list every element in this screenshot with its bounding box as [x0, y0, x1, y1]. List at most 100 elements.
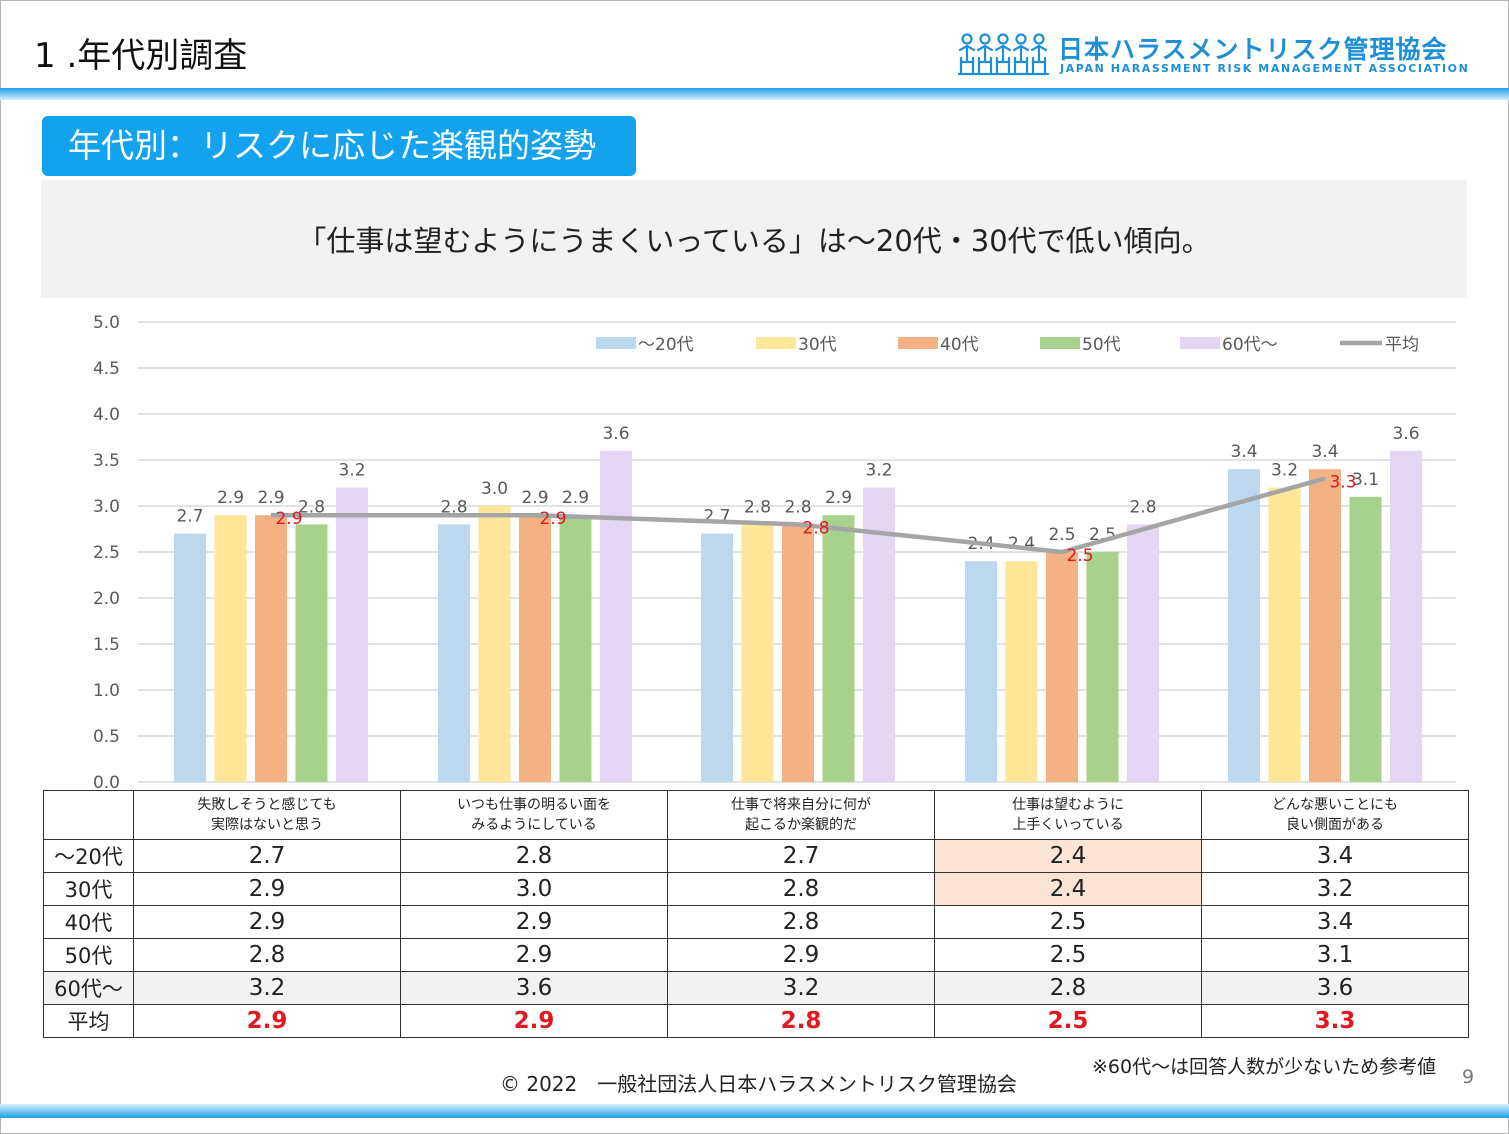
y-tick-label: 0.5: [93, 727, 120, 747]
table-cell-highlight: 2.4: [934, 839, 1202, 873]
org-logo: 日本ハラスメントリスク管理協会 JAPAN HARASSMENT RISK MA…: [958, 30, 1478, 80]
bar: [965, 561, 997, 782]
bar-data-label: 2.8: [298, 497, 325, 517]
data-table: 失敗しそうと感じても 実際はないと思う いつも仕事の明るい面を みるようにしてい…: [43, 790, 1469, 1038]
legend-swatch: [1180, 337, 1220, 349]
table-header-cell: いつも仕事の明るい面を みるようにしている: [400, 790, 668, 840]
legend-label: 40代: [940, 335, 979, 355]
bar: [174, 533, 206, 782]
legend-label: 30代: [798, 335, 837, 355]
table-cell-highlight: 2.4: [934, 872, 1202, 906]
average-data-label: 2.5: [1066, 546, 1093, 566]
bar: [519, 515, 551, 782]
average-data-label: 2.8: [802, 518, 829, 538]
bar-data-label: 3.1: [1352, 470, 1379, 490]
average-line: [271, 476, 1326, 555]
y-tick-label: 1.0: [93, 681, 120, 701]
average-data-label: 3.3: [1329, 472, 1356, 492]
average-data-label: 2.9: [275, 509, 302, 529]
bar: [1046, 552, 1078, 782]
table-cell: 2.9: [400, 905, 668, 939]
bar: [701, 533, 733, 782]
bar: [822, 515, 855, 782]
bar-data-label: 3.6: [1392, 424, 1419, 444]
table-cell: 2.8: [400, 839, 668, 873]
table-cell-average: 3.3: [1201, 1004, 1469, 1038]
y-tick-label: 2.5: [93, 543, 120, 563]
table-row: 30代 2.9 3.0 2.8 2.4 3.2: [43, 872, 1469, 906]
section-label: 年代別：リスクに応じた楽観的姿勢: [42, 116, 636, 176]
bar: [559, 515, 592, 782]
bar-data-label: 2.8: [1129, 497, 1156, 517]
table-cell: 3.2: [667, 971, 935, 1005]
copyright: © 2022 一般社団法人日本ハラスメントリスク管理協会: [500, 1072, 1017, 1096]
table-row: 40代 2.9 2.9 2.8 2.5 3.4: [43, 905, 1469, 939]
table-header-cell: どんな悪いことにも 良い側面がある: [1201, 790, 1469, 840]
table-cell: 2.9: [667, 938, 935, 972]
table-cell: 2.9: [133, 872, 401, 906]
bar: [782, 524, 814, 782]
bar: [741, 524, 774, 782]
table-cell: 3.0: [400, 872, 668, 906]
table-cell-average: 2.9: [400, 1004, 668, 1038]
legend-label: ～20代: [638, 335, 694, 355]
y-tick-label: 5.0: [93, 313, 120, 333]
bar-data-label: 2.9: [257, 488, 284, 508]
table-cell: 2.9: [400, 938, 668, 972]
bar-data-label: 2.4: [1008, 534, 1035, 554]
legend-label: 平均: [1385, 335, 1419, 355]
table-cell-average: 2.8: [667, 1004, 935, 1038]
table-cell: 2.5: [934, 938, 1202, 972]
table-cell: 2.8: [667, 872, 935, 906]
table-header-cell: 失敗しそうと感じても 実際はないと思う: [133, 790, 401, 840]
bar-data-label: 2.9: [521, 488, 548, 508]
table-row-label: ～20代: [43, 839, 134, 873]
table-cell: 3.2: [133, 971, 401, 1005]
bar: [863, 487, 895, 782]
bar-data-label: 3.2: [1271, 461, 1298, 481]
header-band: [0, 88, 1509, 100]
footnote: ※60代～は回答人数が少ないため参考値: [1092, 1056, 1437, 1078]
bar: [295, 524, 328, 782]
table-row-label: 平均: [43, 1004, 134, 1038]
y-tick-label: 3.0: [93, 497, 120, 517]
bar: [1309, 469, 1341, 782]
bar: [600, 450, 632, 782]
y-tick-label: 0.0: [93, 773, 120, 792]
bar: [1349, 496, 1382, 782]
table-cell-average: 2.5: [934, 1004, 1202, 1038]
table-header-cell: 仕事は望むように 上手くいっている: [934, 790, 1202, 840]
table-cell: 2.8: [934, 971, 1202, 1005]
table-row-label: 50代: [43, 938, 134, 972]
bar: [1086, 552, 1119, 782]
bar-data-label: 2.8: [440, 497, 467, 517]
y-tick-label: 4.0: [93, 405, 120, 425]
y-tick-label: 3.5: [93, 451, 120, 471]
table-cell: 3.2: [1201, 872, 1469, 906]
bar-data-label: 3.6: [602, 424, 629, 444]
org-name-jp: 日本ハラスメントリスク管理協会: [1058, 35, 1448, 64]
bar: [478, 506, 511, 782]
table-cell: 3.6: [1201, 971, 1469, 1005]
table-cell: 2.7: [667, 839, 935, 873]
bar-chart: 0.0 0.5 1.0 1.5 2.0 2.5 3.0 3.5 4.0 4.5 5.0 2.7 2.8…: [93, 313, 1456, 792]
table-cell: 3.4: [1201, 839, 1469, 873]
legend-swatch: [1040, 337, 1080, 349]
bar-data-label: 2.9: [562, 488, 589, 508]
table-row: ～20代 2.7 2.8 2.7 2.4 3.4: [43, 839, 1469, 873]
headline-box: 「仕事は望むようにうまくいっている」は～20代・30代で低い傾向。: [41, 180, 1467, 298]
bar: [1228, 469, 1260, 782]
legend-swatch: [596, 337, 636, 349]
bar-data-label: 2.7: [176, 507, 203, 527]
people-logo-icon: [958, 33, 1050, 76]
bar-data-label: 2.9: [825, 488, 852, 508]
bar-data-label: 3.0: [481, 479, 508, 499]
table-cell-average: 2.9: [133, 1004, 401, 1038]
legend-label: 60代～: [1222, 335, 1278, 355]
bar: [214, 515, 247, 782]
bar: [255, 515, 287, 782]
footer-band: [0, 1104, 1509, 1118]
page-number: 9: [1462, 1066, 1475, 1088]
bar: [1005, 561, 1038, 782]
bar-data-label: 3.4: [1230, 442, 1257, 462]
